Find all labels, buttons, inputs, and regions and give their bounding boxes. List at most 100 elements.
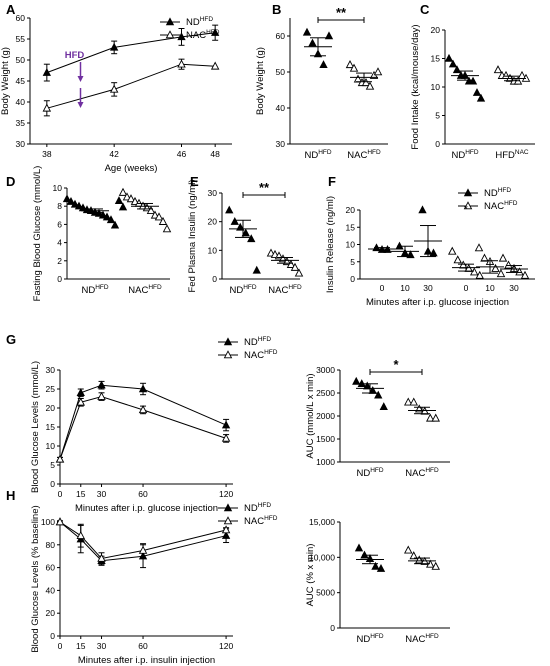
legend-marker bbox=[165, 17, 175, 26]
data-point bbox=[109, 84, 119, 93]
y-tick-label: 50 bbox=[276, 67, 286, 77]
data-point bbox=[221, 433, 231, 442]
y-tick-label: 15 bbox=[46, 422, 56, 432]
y-tick-label: 20 bbox=[46, 608, 56, 618]
data-point bbox=[404, 397, 413, 406]
x-axis-label: Minutes after i.p. insulin injection bbox=[78, 655, 215, 666]
data-point bbox=[290, 262, 300, 271]
data-point bbox=[520, 270, 530, 279]
data-point bbox=[404, 545, 413, 554]
series-line bbox=[46, 32, 216, 74]
y-tick-label: 20 bbox=[208, 217, 218, 227]
y-tick-label: 0 bbox=[435, 139, 440, 149]
data-point bbox=[418, 205, 427, 214]
y-tick-label: 0 bbox=[330, 623, 335, 633]
y-tick-label: 30 bbox=[16, 139, 26, 149]
category-label: NDHFD bbox=[81, 284, 108, 296]
data-point bbox=[302, 27, 312, 36]
data-point bbox=[221, 420, 231, 429]
data-point bbox=[431, 561, 440, 570]
x-tick-label: 30 bbox=[423, 283, 433, 293]
category-label: NDHFD bbox=[229, 284, 256, 296]
legend-label: NACHFD bbox=[186, 29, 220, 41]
y-axis-label: Fasting Blood Glucose (mmol/L) bbox=[32, 166, 43, 302]
y-tick-label: 40 bbox=[16, 97, 26, 107]
data-point bbox=[476, 93, 486, 102]
y-tick-label: 10 bbox=[53, 183, 63, 193]
legend-marker bbox=[223, 516, 233, 525]
data-point bbox=[225, 205, 234, 214]
y-tick-label: 20 bbox=[46, 403, 56, 413]
category-label: HFDNAC bbox=[495, 149, 529, 161]
data-point bbox=[354, 543, 364, 552]
y-tick-label: 15,000 bbox=[309, 517, 335, 527]
y-tick-label: 30 bbox=[208, 188, 218, 198]
data-point bbox=[345, 60, 355, 69]
data-point bbox=[252, 265, 261, 274]
data-point bbox=[118, 187, 128, 196]
y-axis-label: Fed Plasma Insulin (ng/ml) bbox=[187, 180, 198, 293]
x-tick-label: 42 bbox=[109, 149, 119, 159]
legend-label: NDHFD bbox=[186, 16, 213, 28]
y-axis-label: Body Weight (g) bbox=[0, 47, 11, 115]
data-point bbox=[150, 210, 160, 219]
significance-label: * bbox=[393, 357, 399, 372]
category-label: NDHFD bbox=[304, 149, 331, 161]
category-label: NACHFD bbox=[347, 149, 381, 161]
data-point bbox=[498, 253, 508, 262]
y-tick-label: 5 bbox=[350, 257, 355, 267]
data-point bbox=[468, 76, 478, 85]
data-point bbox=[368, 386, 377, 394]
y-tick-label: 0 bbox=[50, 631, 55, 641]
y-tick-label: 80 bbox=[46, 540, 56, 550]
data-point bbox=[110, 42, 119, 51]
legend-label: NDHFD bbox=[244, 336, 271, 348]
category-label: NDHFD bbox=[356, 633, 383, 645]
y-tick-label: 10 bbox=[46, 441, 56, 451]
y-tick-label: 10 bbox=[431, 82, 441, 92]
legend-marker bbox=[463, 188, 473, 197]
y-tick-label: 50 bbox=[16, 55, 26, 65]
x-tick-label: 38 bbox=[42, 149, 52, 159]
data-point bbox=[42, 103, 52, 112]
y-tick-label: 6 bbox=[57, 219, 62, 229]
category-label: NACHFD bbox=[405, 633, 439, 645]
x-tick-label: 0 bbox=[58, 489, 63, 499]
data-point bbox=[241, 228, 250, 237]
data-point bbox=[474, 243, 484, 252]
data-point bbox=[211, 28, 220, 36]
data-point bbox=[74, 201, 84, 210]
category-label: NACHFD bbox=[268, 284, 302, 296]
data-point bbox=[230, 217, 239, 225]
data-point bbox=[154, 212, 164, 221]
data-point bbox=[42, 67, 51, 76]
data-point bbox=[158, 216, 168, 225]
data-point bbox=[286, 259, 296, 268]
data-point bbox=[373, 67, 383, 76]
data-point bbox=[365, 81, 375, 90]
data-point bbox=[379, 402, 388, 411]
hfd-arrow-head bbox=[77, 76, 84, 82]
data-point bbox=[177, 59, 186, 68]
legend-marker bbox=[223, 350, 233, 359]
x-tick-label: 30 bbox=[509, 283, 519, 293]
data-point bbox=[504, 260, 513, 269]
x-tick-label: 0 bbox=[58, 641, 63, 651]
y-tick-label: 0 bbox=[57, 274, 62, 284]
data-point bbox=[371, 561, 380, 570]
legend-marker bbox=[463, 201, 473, 210]
data-point bbox=[475, 270, 484, 279]
x-tick-label: 120 bbox=[219, 641, 233, 651]
data-point bbox=[106, 215, 116, 224]
y-tick-label: 4 bbox=[57, 238, 62, 248]
y-tick-label: 2000 bbox=[316, 411, 335, 421]
data-point bbox=[363, 381, 372, 390]
y-tick-label: 0 bbox=[350, 274, 355, 284]
y-axis-label: Food Intake (kcal/mouse/day) bbox=[410, 24, 421, 149]
data-point bbox=[374, 390, 383, 399]
y-tick-label: 10,000 bbox=[309, 552, 335, 562]
data-point bbox=[126, 194, 136, 203]
data-point bbox=[221, 525, 231, 534]
hfd-arrow-head bbox=[77, 102, 84, 108]
data-point bbox=[138, 384, 148, 393]
